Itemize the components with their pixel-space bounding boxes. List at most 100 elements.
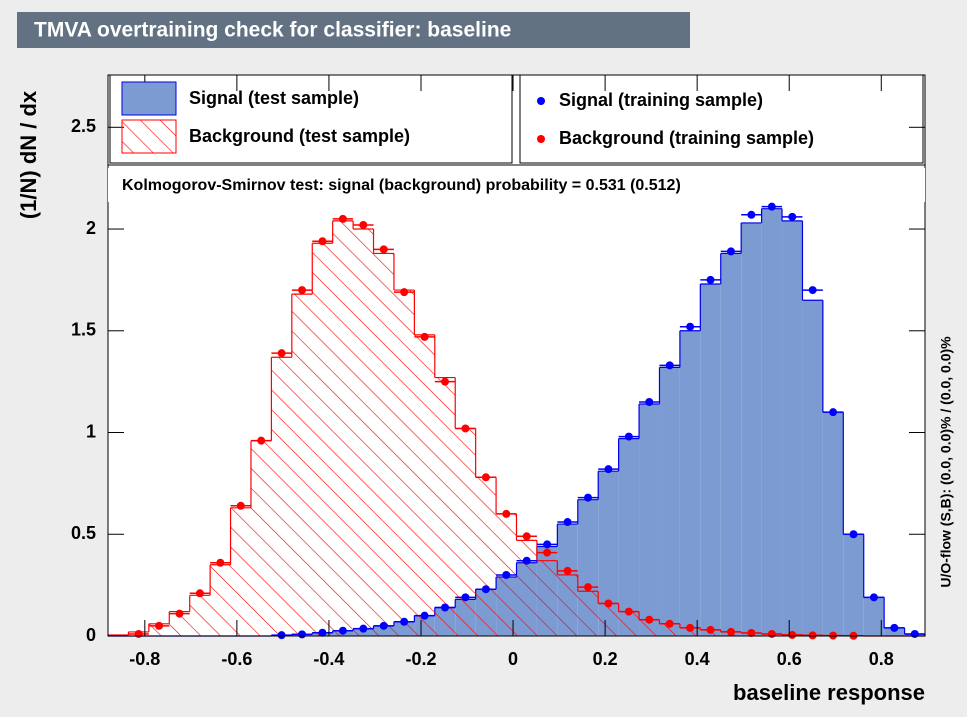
data-point: [624, 607, 633, 616]
data-point: [379, 245, 388, 254]
x-tick-label: -0.4: [313, 649, 344, 669]
y-tick-label: 0.5: [71, 523, 96, 543]
data-point: [543, 540, 552, 549]
data-point: [747, 628, 756, 637]
data-point: [277, 349, 286, 358]
data-point: [461, 424, 470, 433]
data-point: [910, 629, 919, 638]
hist-bar: [679, 627, 701, 636]
data-point: [420, 611, 429, 620]
data-point: [338, 214, 347, 223]
data-point: [134, 629, 143, 638]
data-point: [257, 436, 266, 445]
annotation-box: [108, 168, 925, 202]
data-point: [829, 408, 838, 417]
hist-bar: [373, 253, 394, 637]
hist-bar: [577, 591, 599, 636]
data-point: [543, 548, 552, 557]
hist-bar: [475, 477, 497, 636]
hist-bar: [679, 330, 701, 636]
hist-bar: [618, 611, 640, 636]
data-point: [298, 286, 307, 295]
legend-label: Background (training sample): [559, 128, 814, 148]
hist-bar: [863, 597, 885, 636]
legend-marker: [537, 135, 545, 143]
data-point: [890, 623, 899, 632]
hist-bar: [434, 377, 456, 636]
legend-box: [519, 74, 924, 164]
hist-bar: [312, 243, 333, 636]
data-point: [195, 589, 204, 598]
hist-bar: [598, 603, 619, 636]
data-point: [563, 566, 572, 575]
data-point: [686, 623, 695, 632]
hist-bar: [210, 564, 231, 636]
frame: [107, 74, 926, 637]
data-point: [706, 275, 715, 284]
data-point: [277, 631, 286, 640]
hist-bar: [291, 294, 313, 636]
data-point: [583, 583, 592, 592]
hist-bar: [802, 300, 823, 636]
title-box: [17, 12, 690, 48]
legend-swatch: [121, 119, 177, 154]
data-point: [338, 626, 347, 635]
data-point: [767, 629, 776, 638]
legend-swatch: [121, 81, 177, 116]
hist-bar: [659, 367, 680, 636]
hist-bar: [884, 627, 905, 636]
data-point: [400, 617, 409, 626]
data-point: [645, 615, 654, 624]
hist-bar: [189, 595, 211, 636]
data-point: [563, 518, 572, 527]
x-tick-label: 0.2: [593, 649, 618, 669]
data-point: [216, 558, 225, 567]
data-point: [767, 202, 776, 211]
data-point: [461, 593, 470, 602]
data-point: [236, 501, 245, 510]
data-point: [441, 377, 450, 386]
data-point: [522, 532, 531, 541]
legend-box: [109, 74, 513, 164]
data-point: [808, 286, 817, 295]
data-point: [788, 630, 797, 639]
data-point: [359, 220, 368, 229]
y-tick-label: 1.5: [71, 320, 96, 340]
y-tick-label: 0: [86, 625, 96, 645]
x-axis-label: baseline response: [733, 680, 925, 705]
data-point: [318, 628, 327, 637]
x-tick-label: 0.6: [777, 649, 802, 669]
ks-annotation: Kolmogorov-Smirnov test: signal (backgro…: [122, 177, 681, 194]
data-point: [481, 473, 490, 482]
y-tick-label: 1: [86, 421, 96, 441]
data-point: [502, 509, 511, 518]
x-tick-label: -0.2: [405, 649, 436, 669]
data-point: [788, 212, 797, 221]
data-point: [400, 288, 409, 297]
legend-label: Signal (test sample): [189, 88, 359, 108]
data-point: [359, 624, 368, 633]
data-point: [155, 621, 164, 630]
data-point: [849, 530, 858, 539]
hist-bar: [598, 471, 619, 636]
hist-bar: [557, 574, 578, 636]
data-point: [522, 556, 531, 565]
y-axis-label: (1/N) dN / dx: [16, 90, 41, 219]
hist-bar: [700, 283, 721, 636]
hist-bar: [639, 404, 660, 636]
legend-label: Background (test sample): [189, 126, 410, 146]
data-point: [869, 593, 878, 602]
data-point: [665, 619, 674, 628]
hist-bar: [332, 220, 354, 637]
data-point: [604, 599, 613, 608]
legend-label: Signal (training sample): [559, 90, 763, 110]
y-tick-label: 2: [86, 218, 96, 238]
hist-bar: [230, 507, 251, 636]
hist-bar: [393, 290, 415, 636]
data-point: [441, 603, 450, 612]
hist-bar: [250, 440, 272, 636]
data-point: [604, 465, 613, 474]
hist-bar: [536, 560, 558, 636]
data-point: [502, 570, 511, 579]
